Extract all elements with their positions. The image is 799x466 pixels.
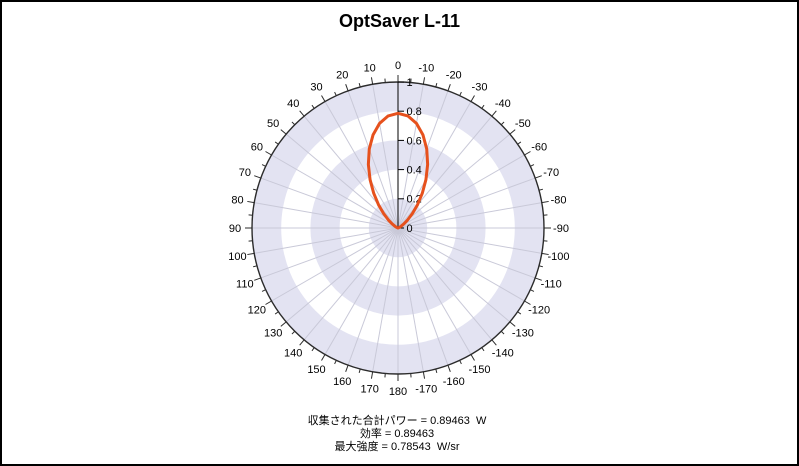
angle-label: 140 [284,348,302,360]
angle-label: 10 [364,62,376,74]
angle-label: -150 [468,364,490,376]
angle-label: 160 [333,376,351,388]
angle-label: -170 [415,383,437,395]
angle-label: -100 [548,251,570,263]
radial-tick-label: 0.8 [407,106,422,118]
angle-label: 180 [389,386,407,398]
angle-label: 60 [251,141,263,153]
angle-label: -20 [446,70,462,82]
radial-tick-label: 1 [407,77,413,89]
angle-label: 80 [231,195,243,207]
radial-tick-label: 0 [407,223,413,235]
radial-axis: 00.20.40.60.81 [397,77,422,235]
angle-label: 110 [236,279,254,291]
angle-label: -50 [515,118,531,130]
angle-label: 20 [336,70,348,82]
angle-label: 70 [239,167,251,179]
radial-tick-label: 0.4 [407,164,422,176]
angle-label: -120 [528,304,550,316]
angle-label: -80 [551,195,567,207]
stats-block: 収集された合計パワー = 0.89463 W 効率 = 0.89463 最大強度… [2,415,792,454]
angle-label: -10 [418,62,434,74]
angle-label: -160 [443,376,465,388]
angle-label: 40 [287,98,299,110]
angle-label: 50 [267,118,279,130]
angle-label: -60 [531,141,547,153]
grid-spokes [252,82,544,374]
angle-label: 120 [248,304,266,316]
angle-label: 100 [228,251,246,263]
angle-label: -30 [472,82,488,94]
angle-label: 150 [307,364,325,376]
angle-label: -40 [495,98,511,110]
stat-max-intensity: 最大強度 = 0.78543 W/sr [334,441,460,453]
chart-title: OptSaver L-11 [338,11,461,31]
angle-label: -110 [541,279,562,291]
intensity-curve [366,111,430,230]
angle-label: 170 [361,383,379,395]
angle-label: -140 [492,348,514,360]
angle-ticks [245,75,551,381]
angle-label: -90 [553,223,569,235]
angle-label: 0 [395,60,401,72]
stat-total-power: 収集された合計パワー = 0.89463 W [307,415,487,427]
angle-label: -130 [512,328,534,340]
angle-labels: -170-160-150-140-130-120-110-100-90-80-7… [228,60,569,398]
angle-label: -70 [543,167,559,179]
radial-tick-label: 0.6 [407,135,422,147]
angle-label: 130 [264,328,282,340]
angle-label: 90 [229,223,241,235]
angle-label: 30 [310,82,322,94]
stat-efficiency: 効率 = 0.89463 [359,428,435,440]
